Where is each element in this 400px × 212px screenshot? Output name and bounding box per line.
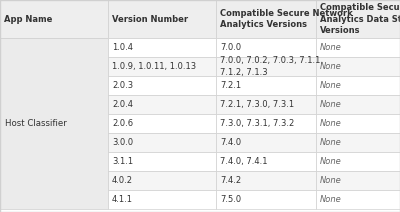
Text: 7.4.0: 7.4.0: [220, 138, 241, 147]
Text: 2.0.4: 2.0.4: [112, 100, 133, 109]
Text: 7.4.0, 7.4.1: 7.4.0, 7.4.1: [220, 157, 268, 166]
Text: 7.3.0, 7.3.1, 7.3.2: 7.3.0, 7.3.1, 7.3.2: [220, 119, 294, 128]
Bar: [216, 76, 316, 95]
Text: 3.1.1: 3.1.1: [112, 157, 133, 166]
Bar: [0, 38, 108, 209]
Bar: [316, 0, 400, 38]
Bar: [108, 38, 216, 57]
Text: None: None: [320, 138, 342, 147]
Text: 7.0.0, 7.0.2, 7.0.3, 7.1.1,
7.1.2, 7.1.3: 7.0.0, 7.0.2, 7.0.3, 7.1.1, 7.1.2, 7.1.3: [220, 56, 323, 77]
Bar: [316, 38, 400, 57]
Bar: [316, 57, 400, 76]
Bar: [216, 133, 316, 152]
Text: 7.2.1: 7.2.1: [220, 81, 241, 90]
Bar: [108, 95, 216, 114]
Text: Compatible Secure Network
Analytics Versions: Compatible Secure Network Analytics Vers…: [220, 9, 353, 29]
Text: 7.5.0: 7.5.0: [220, 195, 241, 204]
Text: 7.2.1, 7.3.0, 7.3.1: 7.2.1, 7.3.0, 7.3.1: [220, 100, 294, 109]
Text: None: None: [320, 176, 342, 185]
Text: 4.0.2: 4.0.2: [112, 176, 133, 185]
Text: None: None: [320, 119, 342, 128]
Bar: [108, 190, 216, 209]
Text: 1.0.4: 1.0.4: [112, 43, 133, 52]
Text: None: None: [320, 43, 342, 52]
Bar: [108, 76, 216, 95]
Bar: [316, 171, 400, 190]
Bar: [316, 152, 400, 171]
Bar: [316, 76, 400, 95]
Bar: [216, 0, 316, 38]
Bar: [216, 114, 316, 133]
Text: 1.0.9, 1.0.11, 1.0.13: 1.0.9, 1.0.11, 1.0.13: [112, 62, 196, 71]
Bar: [216, 38, 316, 57]
Text: Version Number: Version Number: [112, 14, 188, 24]
Text: 2.0.3: 2.0.3: [112, 81, 133, 90]
Text: None: None: [320, 100, 342, 109]
Text: None: None: [320, 157, 342, 166]
Bar: [216, 171, 316, 190]
Bar: [108, 0, 216, 38]
Text: 4.1.1: 4.1.1: [112, 195, 133, 204]
Bar: [216, 190, 316, 209]
Text: Compatible Secure Network
Analytics Data Store
Versions: Compatible Secure Network Analytics Data…: [320, 3, 400, 35]
Text: 7.4.2: 7.4.2: [220, 176, 241, 185]
Bar: [216, 95, 316, 114]
Text: None: None: [320, 195, 342, 204]
Bar: [316, 190, 400, 209]
Bar: [0, 0, 108, 38]
Bar: [108, 133, 216, 152]
Bar: [108, 57, 216, 76]
Text: Host Classifier: Host Classifier: [5, 119, 67, 128]
Bar: [316, 133, 400, 152]
Bar: [108, 114, 216, 133]
Bar: [0, 0, 400, 38]
Text: None: None: [320, 62, 342, 71]
Bar: [316, 114, 400, 133]
Bar: [216, 57, 316, 76]
Text: 3.0.0: 3.0.0: [112, 138, 133, 147]
Text: 2.0.6: 2.0.6: [112, 119, 133, 128]
Text: App Name: App Name: [4, 14, 52, 24]
Bar: [108, 171, 216, 190]
Bar: [108, 152, 216, 171]
Bar: [316, 95, 400, 114]
Text: 7.0.0: 7.0.0: [220, 43, 241, 52]
Bar: [216, 152, 316, 171]
Text: None: None: [320, 81, 342, 90]
